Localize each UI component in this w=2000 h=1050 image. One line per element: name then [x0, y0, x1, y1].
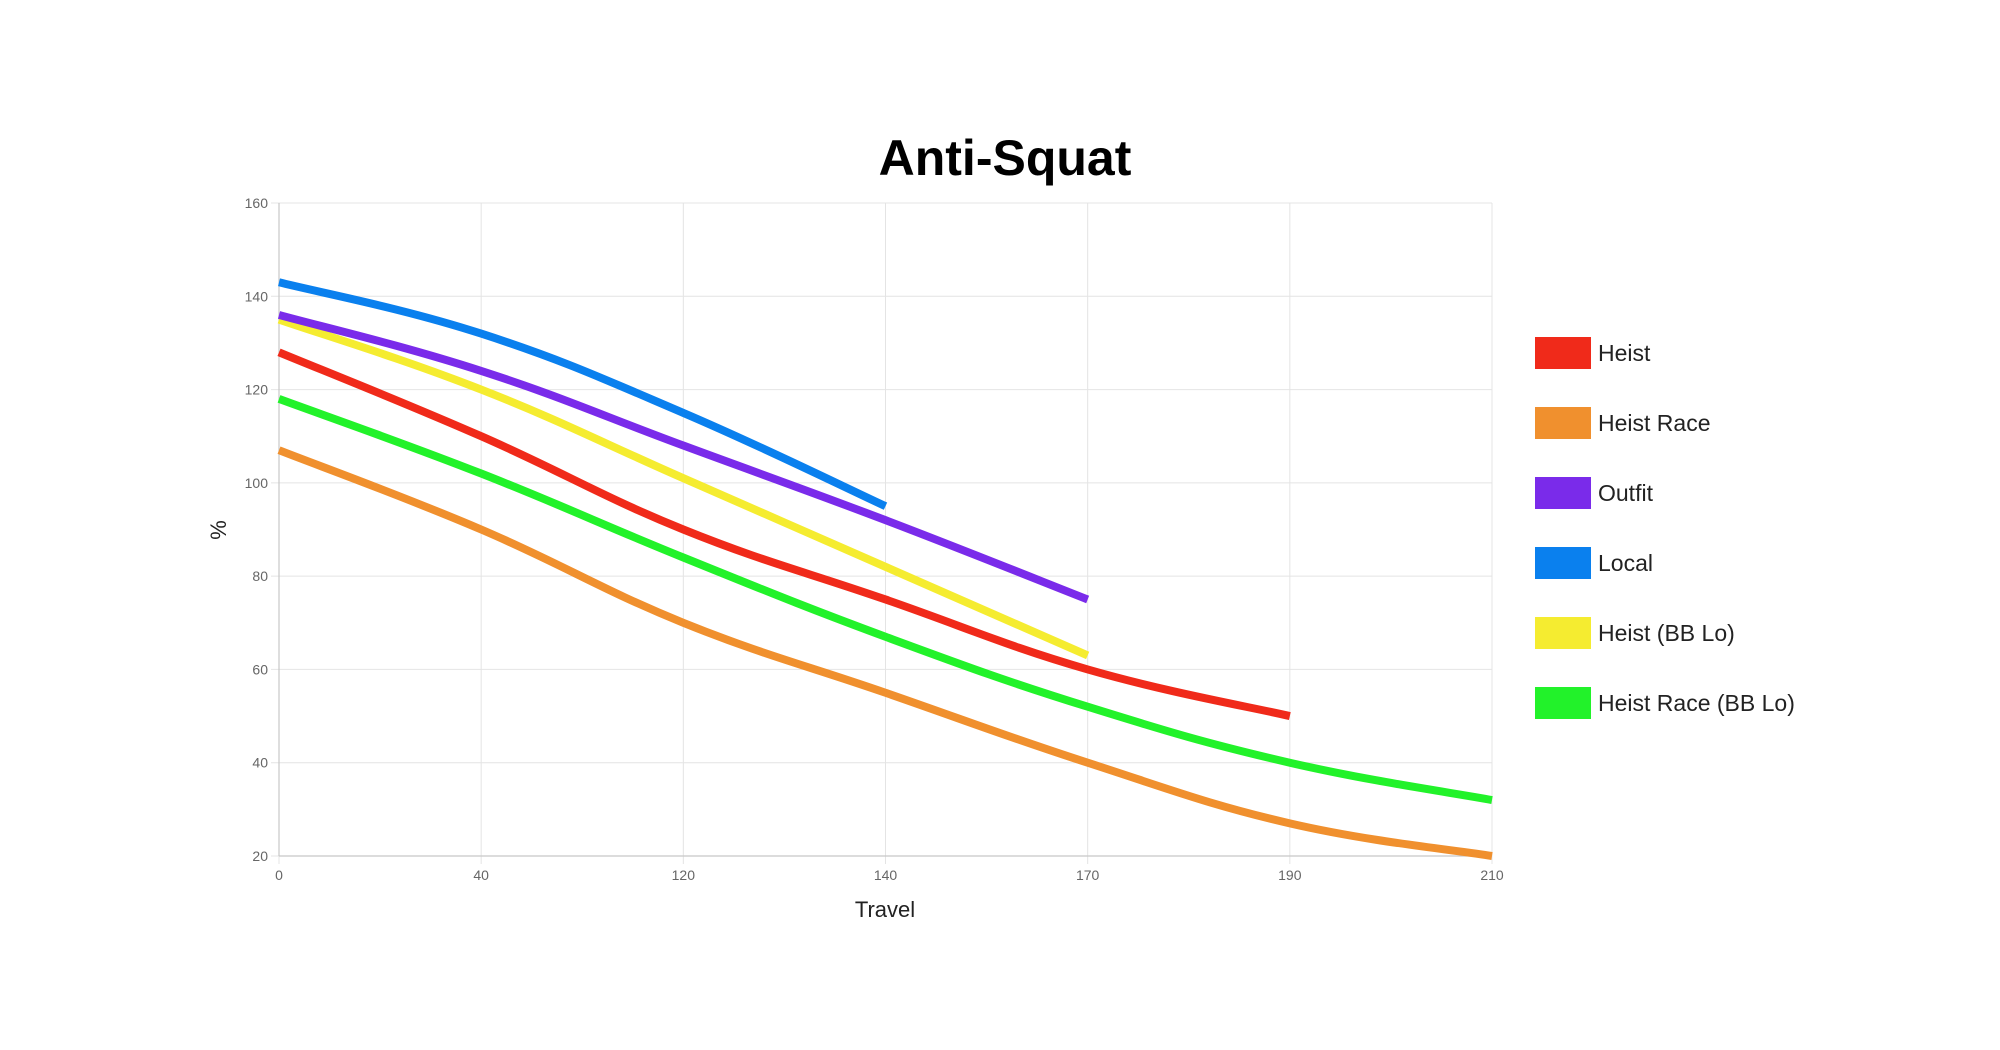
legend-swatch-heist-race-bb-lo [1535, 687, 1591, 719]
y-tick-label: 140 [245, 288, 269, 304]
series-line-outfit [277, 311, 1090, 604]
y-tick-label: 60 [252, 661, 268, 677]
x-tick-label: 210 [1480, 867, 1504, 883]
chart-title: Anti-Squat [879, 130, 1132, 186]
series-line-heist [277, 348, 1291, 720]
series-line-heist-bb-lo [277, 315, 1090, 660]
y-tick-label: 80 [252, 568, 268, 584]
x-tick-label: 190 [1278, 867, 1302, 883]
y-tick-label: 40 [252, 755, 268, 771]
legend-label-heist-bb-lo: Heist (BB Lo) [1598, 620, 1735, 646]
x-axis-label: Travel [855, 897, 915, 922]
axes: 0 40 120 140 170 190 210 20 40 60 80 100 120 140 160 [245, 195, 1504, 883]
x-tick-label: 140 [874, 867, 898, 883]
y-tick-label: 120 [245, 382, 269, 398]
legend: Heist Heist Race Outfit Local Heist (BB Lo) H… [1535, 337, 1795, 719]
series-line-local [278, 278, 888, 510]
x-tick-label: 120 [672, 867, 696, 883]
legend-swatch-heist-bb-lo [1535, 617, 1591, 649]
series-line-heist-race [277, 446, 1493, 860]
legend-swatch-local [1535, 547, 1591, 579]
x-tick-label: 170 [1076, 867, 1100, 883]
series-line-heist-race-bb-lo [277, 395, 1493, 804]
legend-swatch-heist-race [1535, 407, 1591, 439]
legend-label-local: Local [1598, 550, 1653, 576]
x-tick-label: 40 [473, 867, 489, 883]
legend-label-heist: Heist [1598, 340, 1651, 366]
legend-swatch-heist [1535, 337, 1591, 369]
x-tick-label: 0 [275, 867, 283, 883]
y-tick-label: 20 [252, 848, 268, 864]
series-lines [277, 278, 1493, 860]
legend-label-heist-race-bb-lo: Heist Race (BB Lo) [1598, 690, 1795, 716]
y-tick-label: 160 [245, 195, 269, 211]
legend-label-heist-race: Heist Race [1598, 410, 1710, 436]
y-axis-label: % [206, 520, 231, 540]
legend-label-outfit: Outfit [1598, 480, 1654, 506]
grid [271, 202, 1493, 864]
y-tick-label: 100 [245, 475, 269, 491]
legend-swatch-outfit [1535, 477, 1591, 509]
